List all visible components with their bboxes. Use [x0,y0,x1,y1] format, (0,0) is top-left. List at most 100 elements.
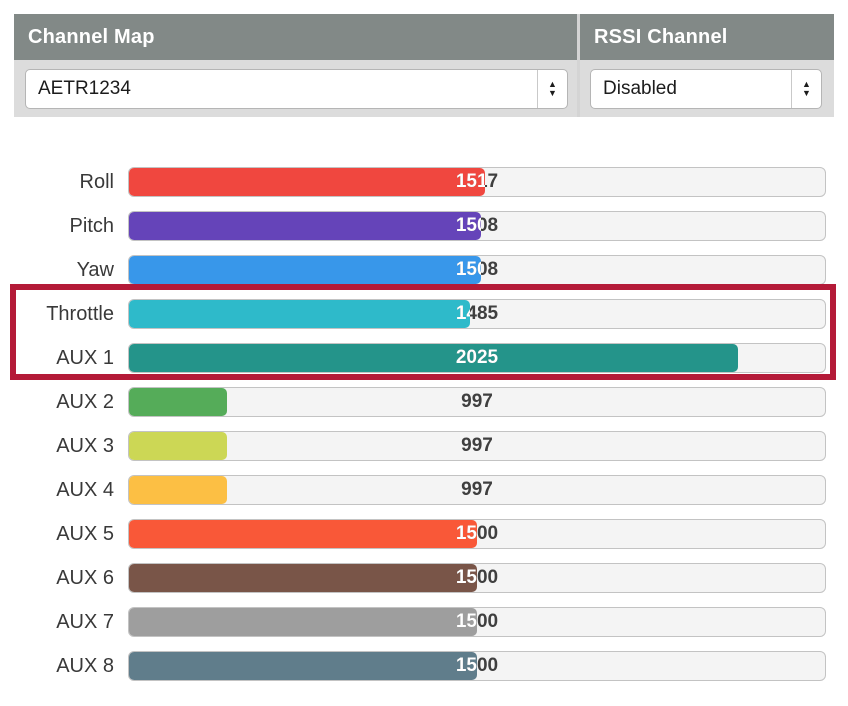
channel-value: 997 [461,391,493,412]
channel-meter: 1500 1500 [128,651,826,681]
channel-row: AUX 1 2025 2025 [14,343,826,373]
channel-label: AUX 1 [56,346,114,369]
channel-map-selected-value: AETR1234 [38,77,131,99]
channel-value-overlay-clip: 1500 [129,608,477,636]
channel-meter: 997 997 [128,431,826,461]
channel-meter: 1500 1500 [128,607,826,637]
channel-value-overlay: 1500 [455,655,477,676]
channel-value-overlay: 1500 [455,523,477,544]
channel-label: AUX 4 [56,478,114,501]
select-stepper-icon[interactable]: ▲ ▼ [537,69,567,108]
channel-value: 1500 [455,567,499,588]
channel-row: Throttle 1485 1485 [14,299,826,329]
stepper-down-icon: ▼ [802,87,811,98]
channel-value-overlay: 1508 [455,259,481,280]
channel-value: 997 [461,479,493,500]
channel-meter: 1508 1508 [128,255,826,285]
channel-label: AUX 6 [56,566,114,589]
channel-row: AUX 8 1500 1500 [14,651,826,681]
channel-bar-fill [129,388,227,416]
channel-value-overlay: 1500 [455,611,477,632]
channel-value-overlay-clip: 1517 [129,168,485,196]
channel-value: 1500 [455,655,499,676]
channel-bar-fill [129,300,470,328]
channel-row: Pitch 1508 1508 [14,211,826,241]
channel-meter: 997 997 [128,387,826,417]
channel-value: 997 [461,435,493,456]
channel-row: AUX 2 997 997 [14,387,826,417]
channel-bar-fill [129,476,227,504]
panel-column-divider [577,14,580,117]
stepper-up-icon: ▲ [802,78,811,89]
channel-label: Yaw [76,258,114,281]
channel-value-overlay-clip: 997 [129,476,227,504]
channel-value-overlay-clip: 1485 [129,300,470,328]
channel-row: AUX 5 1500 1500 [14,519,826,549]
channel-map-column: Channel Map AETR1234 ▲ ▼ [14,14,577,117]
channel-meter: 1500 1500 [128,519,826,549]
channel-bars-list: Roll 1517 1517 Pitch 1508 1508 Yaw 1508 … [14,167,826,695]
channel-map-select[interactable]: AETR1234 ▲ ▼ [25,68,568,109]
channel-meter: 1517 1517 [128,167,826,197]
channel-value: 1508 [455,215,499,236]
channel-bar-fill [129,564,477,592]
select-stepper-icon[interactable]: ▲ ▼ [791,69,821,108]
channel-label: Throttle [46,302,114,325]
rssi-channel-body: Disabled ▲ ▼ [580,60,834,117]
channel-row: AUX 6 1500 1500 [14,563,826,593]
channel-row: Yaw 1508 1508 [14,255,826,285]
channel-bar-fill [129,168,485,196]
rssi-channel-selected-value: Disabled [603,77,677,99]
channel-meter: 997 997 [128,475,826,505]
channel-value: 1485 [455,303,499,324]
stepper-up-icon: ▲ [548,78,557,89]
channel-value: 1517 [455,171,499,192]
channel-row: AUX 4 997 997 [14,475,826,505]
channel-value-overlay-clip: 2025 [129,344,738,372]
channel-bar-fill [129,432,227,460]
stepper-down-icon: ▼ [548,87,557,98]
channel-value-overlay: 1508 [455,215,481,236]
channel-value-overlay-clip: 997 [129,432,227,460]
channel-label: Pitch [69,214,114,237]
channel-bar-fill [129,608,477,636]
channel-label: AUX 3 [56,434,114,457]
channel-value-overlay-clip: 1500 [129,564,477,592]
channel-value-overlay: 1500 [455,567,477,588]
channel-row: AUX 7 1500 1500 [14,607,826,637]
channel-bar-fill [129,520,477,548]
channel-row: AUX 3 997 997 [14,431,826,461]
channel-value-overlay-clip: 1500 [129,520,477,548]
channel-value-overlay-clip: 1500 [129,652,477,680]
channel-value: 1500 [455,523,499,544]
channel-label: AUX 5 [56,522,114,545]
channel-row: Roll 1517 1517 [14,167,826,197]
channel-bar-fill [129,344,738,372]
channel-value-overlay-clip: 1508 [129,256,481,284]
channel-label: Roll [79,170,114,193]
channel-bar-fill [129,652,477,680]
channel-value-overlay: 997 [129,432,227,460]
receiver-settings-panel: Channel Map AETR1234 ▲ ▼ RSSI Channel Di… [14,14,834,117]
rssi-channel-select[interactable]: Disabled ▲ ▼ [590,68,822,109]
channel-map-title: Channel Map [28,25,155,48]
channel-meter: 1508 1508 [128,211,826,241]
channel-meter: 2025 2025 [128,343,826,373]
channel-value: 1500 [455,611,499,632]
channel-meter: 1500 1500 [128,563,826,593]
channel-value-overlay: 997 [129,388,227,416]
channel-value: 2025 [455,347,499,368]
rssi-channel-column: RSSI Channel Disabled ▲ ▼ [580,14,834,117]
channel-value: 1508 [455,259,499,280]
rssi-channel-header: RSSI Channel [580,14,834,60]
channel-bar-fill [129,212,481,240]
channel-value-overlay: 997 [129,476,227,504]
channel-label: AUX 7 [56,610,114,633]
channel-value-overlay-clip: 1508 [129,212,481,240]
channel-meter: 1485 1485 [128,299,826,329]
channel-value-overlay: 2025 [455,347,499,368]
channel-value-overlay-clip: 997 [129,388,227,416]
channel-label: AUX 2 [56,390,114,413]
channel-map-header: Channel Map [14,14,577,60]
channel-value-overlay: 1517 [455,171,485,192]
